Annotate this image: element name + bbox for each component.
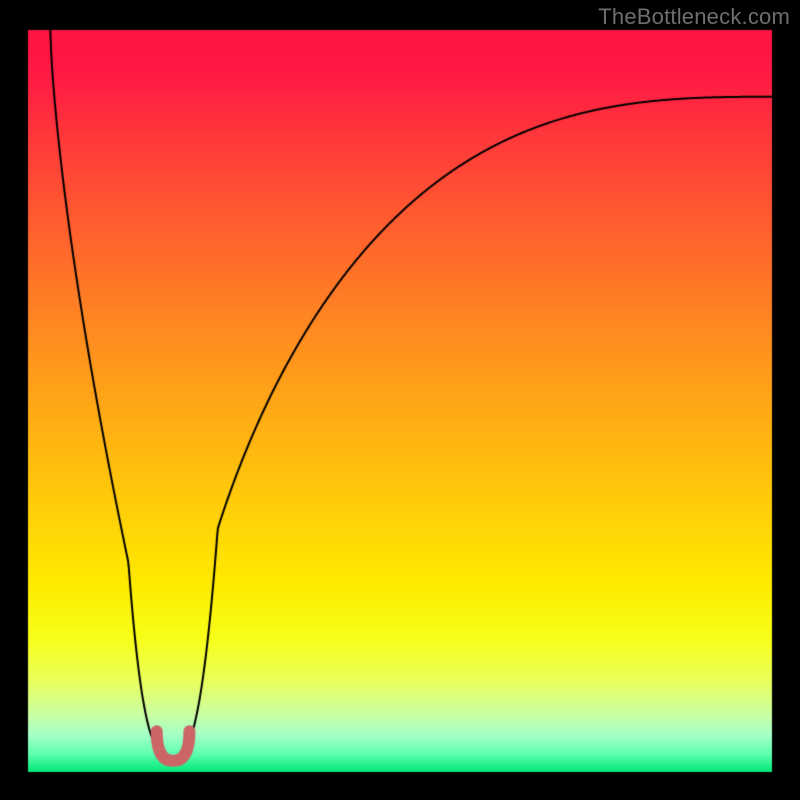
chart-frame: TheBottleneck.com: [0, 0, 800, 800]
bottleneck-curve-chart: [0, 0, 800, 800]
watermark-text: TheBottleneck.com: [598, 4, 790, 30]
